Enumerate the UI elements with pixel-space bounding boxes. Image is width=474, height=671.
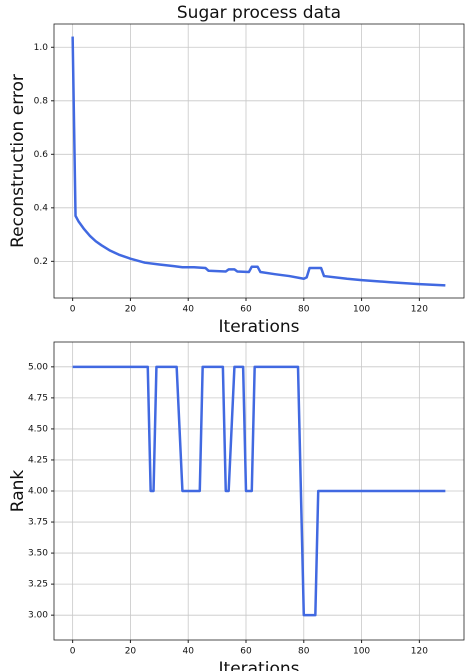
y-tick-label: 0.8 — [34, 96, 49, 106]
x-tick-label: 60 — [240, 305, 252, 315]
x-tick-label: 0 — [70, 305, 76, 315]
x-tick-label: 100 — [353, 647, 370, 657]
y-tick-label: 3.50 — [28, 549, 48, 559]
x-tick-label: 0 — [70, 647, 76, 657]
y-axis-label: Reconstruction error — [8, 74, 28, 248]
data-line — [72, 365, 446, 617]
chart-title: Sugar process data — [177, 3, 341, 23]
y-tick-label: 0.4 — [34, 203, 49, 213]
y-tick-label: 3.75 — [28, 518, 48, 528]
y-tick-label: 0.2 — [34, 257, 48, 267]
plot-frame — [53, 341, 465, 641]
y-tick-label: 0.6 — [34, 150, 49, 160]
y-tick-label: 4.25 — [28, 455, 48, 465]
x-tick-label: 60 — [240, 647, 252, 657]
x-axis-label: Iterations — [219, 317, 300, 337]
x-tick-label: 120 — [411, 647, 428, 657]
x-tick-label: 80 — [298, 305, 310, 315]
plot-frame — [53, 23, 465, 299]
y-tick-label: 5.00 — [28, 362, 48, 372]
y-tick-label: 4.75 — [28, 393, 48, 403]
y-tick-label: 1.0 — [34, 43, 49, 53]
x-tick-label: 20 — [125, 305, 137, 315]
x-tick-label: 20 — [125, 647, 137, 657]
y-tick-label: 3.25 — [28, 580, 48, 590]
y-tick-label: 4.50 — [28, 424, 48, 434]
x-axis-label: Iterations — [219, 659, 300, 671]
x-tick-label: 80 — [298, 647, 310, 657]
x-tick-label: 40 — [182, 305, 194, 315]
x-tick-label: 40 — [182, 647, 194, 657]
y-tick-label: 3.00 — [28, 611, 48, 621]
x-tick-label: 100 — [353, 305, 370, 315]
x-tick-label: 120 — [411, 305, 428, 315]
y-tick-label: 4.00 — [28, 487, 48, 497]
y-axis-label: Rank — [8, 470, 28, 513]
data-line — [71, 36, 446, 287]
